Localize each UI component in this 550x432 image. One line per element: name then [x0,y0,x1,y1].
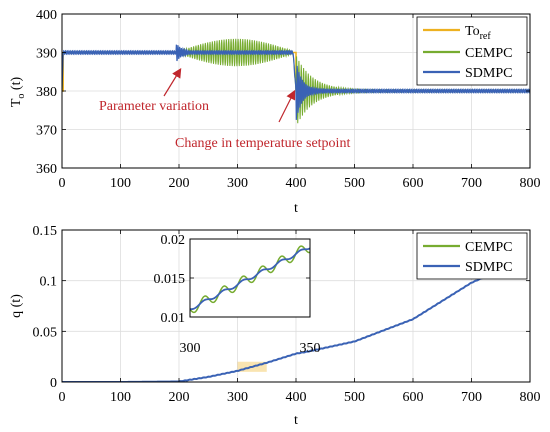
top-y-label-suffix: (t) [9,77,24,91]
x-tick-label: 300 [227,176,248,191]
inset-ticks: 300 350 0.01 0.015 0.02 [154,233,321,356]
y-tick-label: 0.01 [161,311,186,326]
inset-series-line-cempc [190,245,310,314]
x-tick-label: 100 [110,176,131,191]
x-tick-label: 700 [461,390,482,405]
top-panel: 0 100 200 300 400 500 600 700 800 360 370 380 390 400… [9,8,541,216]
top-y-axis-label: To (t) [9,77,27,108]
y-tick-label: 0.05 [33,325,58,340]
x-tick-label: 600 [403,176,424,191]
x-tick-label: 800 [520,176,541,191]
top-y-label-sub: o [16,94,27,99]
y-tick-label: 0 [50,376,57,391]
x-tick-label: 200 [169,390,190,405]
series-line-sdmpc [62,44,530,120]
legend-label-sdmpc: SDMPC [465,260,512,275]
annotation-parameter-variation-text: Parameter variation [99,99,209,114]
x-tick-label: 400 [286,390,307,405]
x-tick-label: 500 [344,390,365,405]
legend-label-cempc: CEMPC [465,240,512,255]
x-tick-label: 400 [286,176,307,191]
top-ticks: 0 100 200 300 400 500 600 700 800 360 370 380 390 400 [36,8,541,191]
y-tick-label: 380 [36,85,57,100]
legend-label-sdmpc: SDMPC [465,66,512,81]
bottom-legend-box [416,232,528,280]
x-tick-label: 300 [180,341,201,356]
legend-label-cempc: CEMPC [465,46,512,61]
x-tick-label: 200 [169,176,190,191]
x-tick-label: 700 [461,176,482,191]
bottom-ticks: 0 100 200 300 400 500 600 700 800 0 0.05 0.1 0.15 [33,224,541,405]
x-tick-label: 300 [227,390,248,405]
top-y-label-main: T [9,98,24,107]
x-tick-label: 350 [300,341,321,356]
y-tick-label: 400 [36,8,57,23]
y-tick-label: 0.15 [33,224,58,239]
bottom-panel: 0 100 200 300 400 500 600 700 800 0 0.05 0.1 0.15 q … [9,224,541,428]
annotation-parameter-variation: Parameter variation [99,67,209,114]
x-tick-label: 800 [520,390,541,405]
annotation-arrow [163,67,182,97]
y-tick-label: 370 [36,124,57,139]
y-tick-label: 0.1 [40,275,58,290]
top-x-axis-label: t [294,201,298,216]
legend-label-toref: Toref [465,24,491,42]
y-tick-label: 0.015 [154,272,186,287]
y-tick-label: 0.02 [161,233,186,248]
inset-series [190,245,310,314]
x-tick-label: 100 [110,390,131,405]
x-tick-label: 500 [344,176,365,191]
bottom-legend: CEMPC SDMPC [416,232,528,280]
x-tick-label: 0 [59,176,66,191]
bottom-y-axis-label: q (t) [9,294,24,318]
inset-zoom: 300 350 0.01 0.015 0.02 [154,233,321,356]
x-tick-label: 600 [403,390,424,405]
annotation-setpoint-change: Change in temperature setpoint [175,89,350,151]
x-tick-label: 0 [59,390,66,405]
annotation-setpoint-change-text: Change in temperature setpoint [175,136,350,151]
annotation-arrow [278,89,296,123]
bottom-x-axis-label: t [294,413,298,428]
y-tick-label: 360 [36,162,57,177]
top-legend: Toref CEMPC SDMPC [416,16,528,86]
y-tick-label: 390 [36,47,57,62]
inset-series-line-sdmpc [190,247,310,311]
